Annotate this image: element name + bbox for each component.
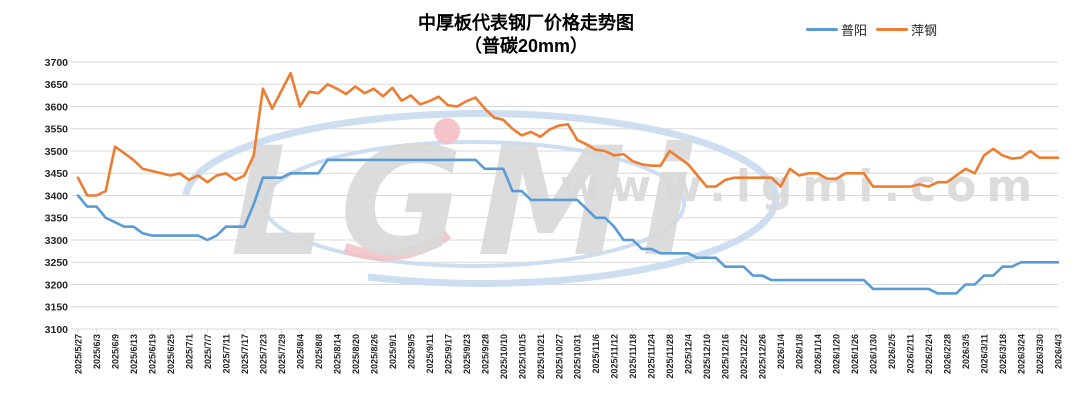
x-axis-label: 2025/12/10: [702, 334, 712, 379]
x-axis-label: 2025/10/27: [554, 334, 564, 379]
watermark-inner-ring: [262, 140, 686, 268]
x-axis-label: 2026/1/8: [795, 334, 805, 369]
y-axis-label: 3600: [45, 101, 69, 113]
x-axis-label: 2025/9/23: [462, 334, 472, 374]
x-axis-label: 2025/8/4: [295, 334, 305, 369]
x-axis-label: 2026/3/11: [980, 334, 990, 374]
x-axis-label: 2026/2/11: [906, 334, 916, 374]
y-axis-label: 3300: [45, 235, 69, 247]
watermark-outer-ring: [182, 109, 780, 287]
y-axis-label: 3350: [45, 213, 69, 225]
x-axis-label: 2025/9/28: [480, 334, 490, 374]
y-axis-label: 3650: [45, 79, 69, 91]
x-axis-label: 2026/4/3: [1054, 334, 1064, 369]
legend-label-puyang: 普阳: [841, 23, 868, 38]
x-axis-label: 2025/5/27: [74, 334, 84, 374]
x-axis-label: 2025/7/17: [240, 334, 250, 374]
watermark-url-text: www.lgmi.com: [560, 161, 1042, 212]
y-axis-label: 3150: [45, 302, 69, 314]
x-axis-label: 2025/8/26: [369, 334, 379, 374]
x-axis-label: 2026/1/14: [813, 334, 823, 374]
x-axis-label: 2025/6/13: [129, 334, 139, 374]
x-axis-label: 2025/6/19: [147, 334, 157, 374]
x-axis-label: 2025/6/9: [110, 334, 120, 369]
x-axis-label: 2025/11/18: [628, 334, 638, 379]
x-axis-label: 2026/1/20: [832, 334, 842, 374]
x-axis-label: 2026/2/24: [924, 334, 934, 374]
x-axis-label: 2026/2/5: [887, 334, 897, 369]
x-axis-label: 2025/6/25: [166, 334, 176, 374]
x-axis-label: 2025/7/7: [203, 334, 213, 369]
x-axis-ticks: [77, 329, 1059, 333]
x-axis-label: 2026/3/30: [1035, 334, 1045, 374]
x-axis-label: 2025/12/26: [758, 334, 768, 379]
x-axis-label: 2025/8/8: [314, 334, 324, 369]
legend-swatch-pinggang: [876, 28, 909, 31]
x-axis-label: 2026/3/24: [1017, 334, 1027, 374]
x-axis-label: 2025/7/23: [258, 334, 268, 374]
x-axis-label: 2025/10/15: [517, 334, 527, 379]
x-axis-label: 2025/7/11: [221, 334, 231, 374]
x-axis-label: 2025/12/16: [721, 334, 731, 379]
legend-item-puyang: 普阳: [806, 20, 867, 39]
y-axis-label: 3250: [45, 257, 69, 269]
watermark-logo-text: LGMi: [230, 116, 705, 290]
series-line-1: [76, 71, 1060, 197]
x-axis-label: 2026/1/4: [776, 334, 786, 369]
x-axis-label: 2025/6/3: [92, 334, 102, 369]
y-axis-label: 3700: [45, 57, 69, 69]
x-axis-label: 2025/10/31: [573, 334, 583, 379]
y-axis-label: 3550: [45, 124, 69, 136]
x-axis-label: 2026/1/26: [850, 334, 860, 374]
x-axis-label: 2025/8/14: [332, 334, 342, 374]
y-axis-labels: 3100 3150 3200 3250 3300 3350 3400 3450 3500 3550…: [45, 57, 69, 336]
x-axis-label: 2025/9/11: [425, 334, 435, 374]
x-axis-label: 2025/9/1: [388, 334, 398, 369]
x-axis-label: 2025/10/21: [536, 334, 546, 379]
legend-swatch-puyang: [806, 28, 838, 31]
x-axis-label: 2026/2/28: [943, 334, 953, 374]
legend: 普阳 萍钢: [806, 20, 937, 39]
x-axis-label: 2025/11/28: [665, 334, 675, 379]
x-axis-label: 2025/7/1: [184, 334, 194, 369]
gridlines: [71, 61, 1058, 330]
x-axis-label: 2025/9/17: [443, 334, 453, 374]
x-axis-label: 2025/12/4: [684, 334, 694, 374]
x-axis-label: 2025/11/6: [591, 334, 601, 374]
x-axis-label: 2025/11/12: [610, 334, 620, 379]
x-axis-label: 2025/7/29: [277, 334, 287, 374]
x-axis-label: 2025/11/24: [647, 334, 657, 379]
x-axis-label: 2026/1/30: [869, 334, 879, 374]
y-axis-label: 3500: [45, 146, 69, 158]
x-axis-label: 2025/10/10: [499, 334, 509, 379]
y-axis-label: 3200: [45, 279, 69, 291]
legend-label-pinggang: 萍钢: [911, 23, 938, 38]
x-axis-label: 2026/3/5: [961, 334, 971, 369]
watermark-pink-swoosh: [343, 229, 452, 261]
x-axis-label: 2026/3/18: [998, 334, 1008, 374]
y-axis-label: 3100: [45, 324, 69, 336]
watermark-logo-dot: [434, 118, 460, 144]
series-line-0: [76, 158, 1060, 295]
y-axis-label: 3400: [45, 190, 69, 202]
y-axis-label: 3450: [45, 168, 69, 180]
x-axis-label: 2025/9/5: [406, 334, 416, 369]
x-axis-label: 2025/8/20: [351, 334, 361, 374]
x-axis-labels: 2025/5/27 2025/6/3 2025/6/9 2025/6/13 2025/6…: [74, 334, 1064, 379]
legend-item-pinggang: 萍钢: [876, 20, 937, 39]
x-axis-label: 2025/12/22: [739, 334, 749, 379]
